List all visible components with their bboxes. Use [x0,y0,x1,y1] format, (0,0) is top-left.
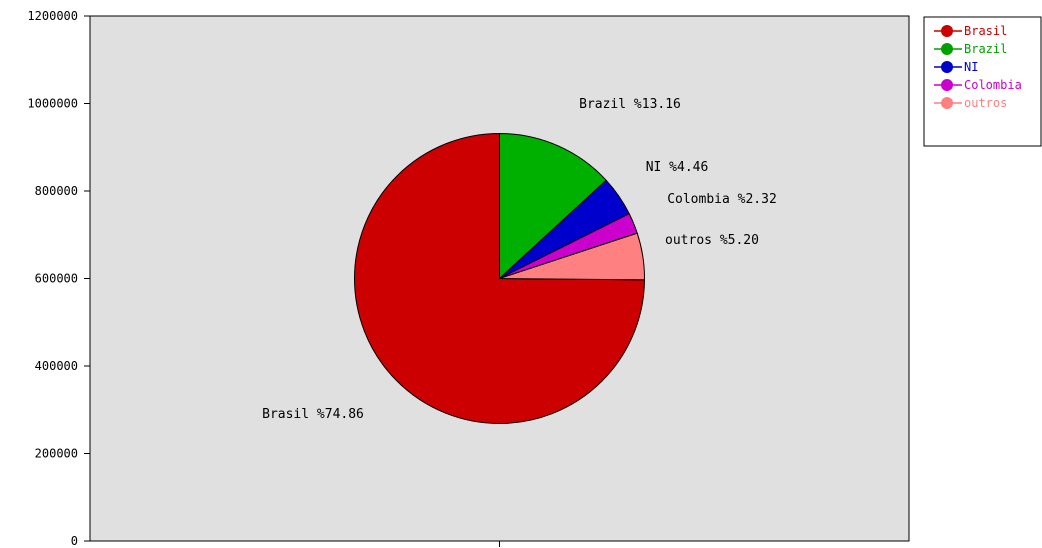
y-tick-label: 0 [71,534,78,548]
legend-marker [941,43,953,55]
pie-slice-brasil [354,132,645,424]
legend-entry-brazil: Brazil [964,42,1007,56]
pie-slice-outros [499,232,645,281]
pie-slice-labels: Brasil %74.86 Brazil %13.16 NI %4.46 Colomb… [262,97,777,422]
y-tick-label: 200000 [35,447,78,461]
y-tick-label: 1000000 [27,97,78,111]
legend: Brasil Brazil NI Colombia outros [923,16,1042,147]
slice-label-ni: NI %4.46 [646,160,709,175]
slice-label-outros: outros %5.20 [665,233,759,248]
legend-marker [941,61,953,73]
y-axis: 0 200000 400000 600000 800000 1000000 1200000 [27,9,90,548]
y-tick-label: 800000 [35,184,78,198]
y-tick-label: 600000 [35,272,78,286]
slice-label-brazil: Brazil %13.16 [579,97,681,112]
legend-entry-colombia: Colombia [964,78,1022,92]
legend-entry-outros: outros [964,96,1007,110]
legend-marker [941,79,953,91]
slice-label-brasil: Brasil %74.86 [262,407,364,422]
legend-entry-ni: NI [964,60,978,74]
legend-marker [941,97,953,109]
pie-slice-brazil [499,132,607,280]
legend-marker [941,25,953,37]
slice-label-colombia: Colombia %2.32 [667,192,777,207]
y-tick-label: 1200000 [27,9,78,23]
pie-slices [354,132,645,424]
y-tick-label: 400000 [35,359,78,373]
legend-entry-brasil: Brasil [964,24,1007,38]
legend-items: Brasil Brazil NI Colombia outros [934,24,1022,110]
